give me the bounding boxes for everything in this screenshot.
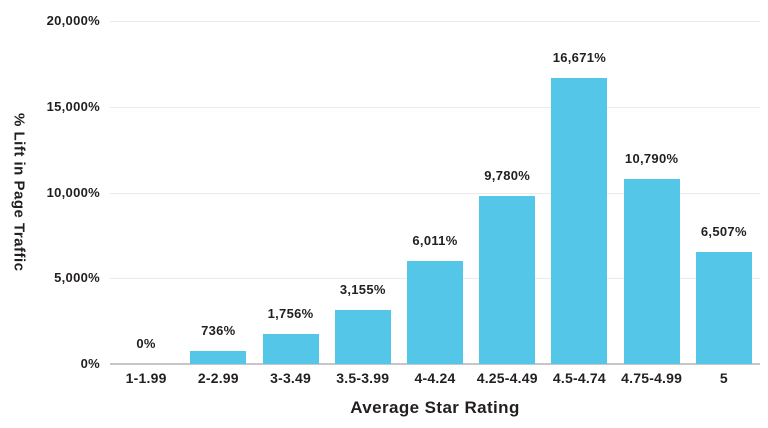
y-axis-title: % Lift in Page Traffic [10, 113, 28, 272]
bar-slot: 6,507% [688, 21, 760, 364]
x-axis-title: Average Star Rating [350, 398, 520, 417]
x-axis-line [110, 363, 760, 365]
bar [623, 179, 680, 364]
x-tick-label: 3-3.49 [270, 370, 311, 386]
y-axis-tick-labels: 0% 5,000% 10,000% 15,000% 20,000% [0, 13, 100, 371]
bar-slot: 16,671% [543, 21, 615, 364]
x-tick-label: 5 [719, 370, 728, 386]
bar-value-label: 6,011% [412, 233, 458, 248]
bar-value-label: 6,507% [700, 224, 747, 239]
bar-value-label: 3,155% [339, 282, 386, 297]
y-tick-label: 20,000% [46, 13, 100, 28]
bar-slot: 0% [110, 21, 182, 364]
gridline [110, 21, 760, 22]
bar [334, 310, 391, 364]
bar [406, 261, 463, 364]
bar-value-label: 16,671% [552, 50, 607, 65]
bar-slot: 1,756% [254, 21, 326, 364]
x-tick-label: 1-1.99 [125, 370, 167, 386]
x-tick-label: 2-2.99 [197, 370, 239, 386]
bar-slot: 10,790% [616, 21, 688, 364]
y-tick-label: 15,000% [46, 98, 100, 114]
gridline [110, 106, 760, 108]
bar-slot: 736% [182, 21, 254, 364]
bar-slot: 9,780% [471, 21, 543, 364]
x-axis-tick-labels: 1-1.99 2-2.99 3-3.49 3.5-3.99 4-4.24 4.25-4.4… [110, 370, 760, 387]
bar [190, 351, 247, 364]
bar [262, 334, 319, 364]
bar-slot: 6,011% [399, 21, 471, 364]
bar [479, 196, 536, 364]
bar-value-label: 1,756% [267, 306, 314, 321]
bar [551, 78, 608, 364]
x-tick-label: 4.75-4.99 [621, 370, 683, 386]
x-tick-label: 4-4.24 [414, 370, 456, 386]
x-tick-label: 3.5-3.99 [336, 370, 390, 386]
bar-value-label: 9,780% [484, 168, 531, 183]
gridline [110, 192, 760, 194]
bar-value-label: 10,790% [624, 151, 679, 166]
x-tick-label: 4.25-4.49 [476, 370, 538, 386]
bar-value-label: 0% [136, 336, 156, 351]
bar [695, 252, 752, 364]
bars-group: 0% 736% 1,756% 3,155% 6,011% 9,780% 16,671% 10,… [110, 21, 760, 364]
bar-value-label: 736% [201, 323, 236, 338]
bar-slot: 3,155% [327, 21, 399, 364]
plot-area: 0% 736% 1,756% 3,155% 6,011% 9,780% 16,671% 10,… [110, 21, 760, 365]
x-tick-label: 4.5-4.74 [552, 370, 606, 386]
y-tick-label: 5,000% [54, 270, 100, 286]
y-tick-label: 0% [80, 356, 100, 371]
y-tick-label: 10,000% [46, 184, 100, 200]
